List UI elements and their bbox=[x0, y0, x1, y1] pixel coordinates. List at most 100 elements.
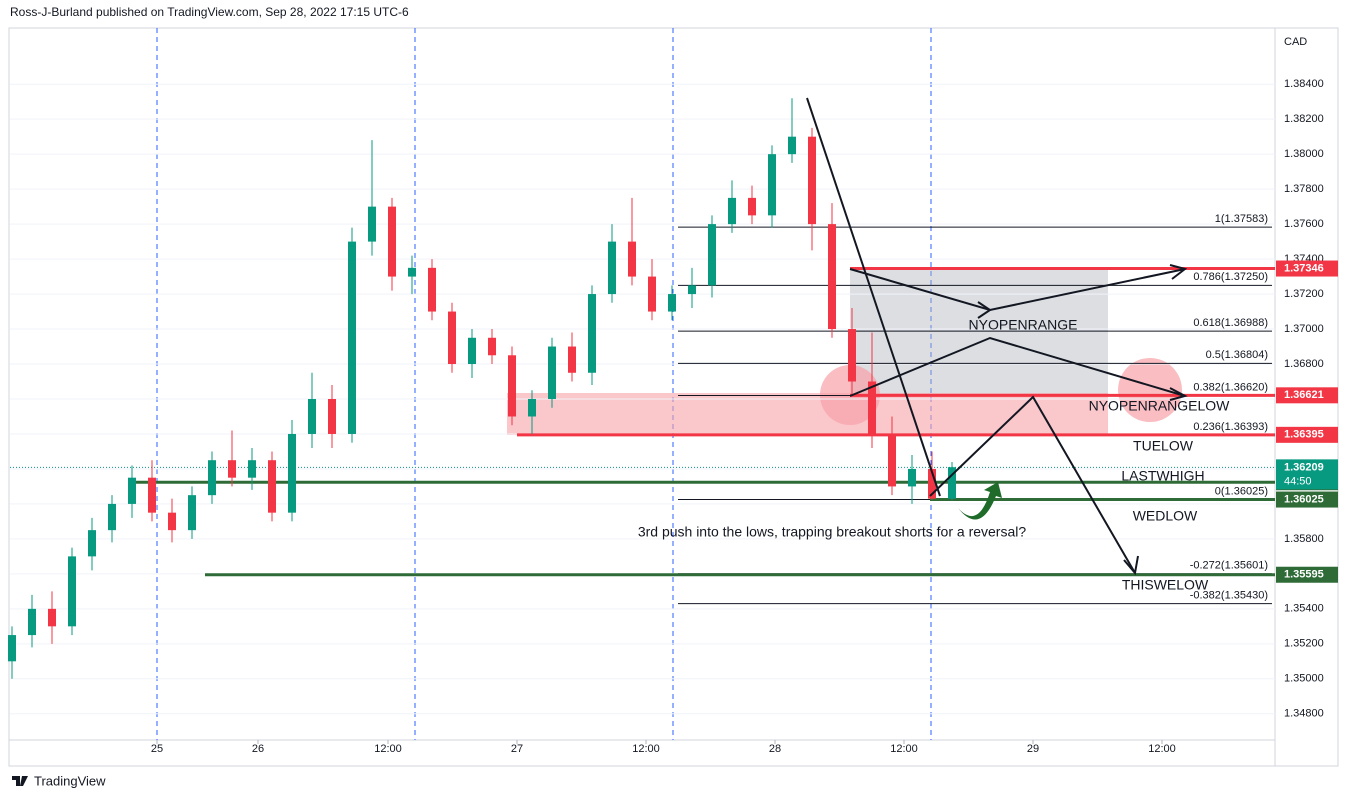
candle-body bbox=[808, 136, 816, 225]
candle-body bbox=[708, 224, 716, 286]
candle-body bbox=[828, 224, 836, 330]
price-label: 1.37346 bbox=[1284, 262, 1324, 274]
y-tick-label: 1.36800 bbox=[1284, 358, 1324, 370]
session-separators bbox=[156, 28, 932, 740]
fib-label: 0(1.36025) bbox=[1215, 485, 1268, 497]
x-tick-label: 28 bbox=[769, 743, 781, 755]
y-tick-label: 1.37200 bbox=[1284, 288, 1324, 300]
x-tick-label: 12:00 bbox=[890, 743, 918, 755]
candle-body bbox=[848, 329, 856, 382]
candle-body bbox=[688, 285, 696, 295]
fib-label: 0.236(1.36393) bbox=[1193, 421, 1268, 433]
x-tick-label: 27 bbox=[511, 743, 523, 755]
price-label: 1.36395 bbox=[1284, 429, 1324, 441]
candle-body bbox=[568, 346, 576, 373]
candle-body bbox=[908, 468, 916, 487]
y-tick-label: 1.38000 bbox=[1284, 148, 1324, 160]
arrowhead bbox=[1169, 387, 1188, 401]
annotation: WEDLOW bbox=[1133, 508, 1198, 524]
footer: TradingView bbox=[34, 773, 106, 788]
annotation: THISWELOW bbox=[1122, 577, 1209, 593]
fib-label: 0.786(1.37250) bbox=[1193, 271, 1268, 283]
x-tick-label: 12:00 bbox=[632, 743, 660, 755]
candle-body bbox=[648, 276, 656, 312]
y-tick-label: 1.35200 bbox=[1284, 638, 1324, 650]
candle-body bbox=[168, 512, 176, 531]
candle-body bbox=[68, 556, 76, 627]
price-label-box bbox=[1276, 260, 1338, 277]
candle-body bbox=[8, 635, 16, 662]
candle-body bbox=[448, 311, 456, 365]
candle-body bbox=[148, 477, 156, 513]
candle-body bbox=[668, 294, 676, 312]
candle-body bbox=[748, 197, 756, 216]
price-label-box bbox=[1276, 387, 1338, 404]
candle-body bbox=[488, 337, 496, 356]
x-tick-label: 29 bbox=[1027, 743, 1039, 755]
candle-body bbox=[868, 381, 876, 434]
candle-body bbox=[528, 398, 536, 417]
candle-body bbox=[788, 136, 796, 155]
price-label-box bbox=[1276, 566, 1338, 583]
candle-body bbox=[28, 608, 36, 636]
y-tick-label: 1.34800 bbox=[1284, 708, 1324, 720]
y-tick-label: 1.37000 bbox=[1284, 323, 1324, 335]
candle-body bbox=[368, 206, 376, 242]
fib-label: 0.382(1.36620) bbox=[1193, 381, 1268, 393]
candle-body bbox=[728, 197, 736, 225]
y-tick-label: 1.35000 bbox=[1284, 673, 1324, 685]
candle-body bbox=[328, 398, 336, 434]
y-tick-label: 1.35400 bbox=[1284, 603, 1324, 615]
arrowhead bbox=[1169, 264, 1188, 280]
arrow-path bbox=[929, 395, 1136, 574]
fib-label: -0.382(1.35430) bbox=[1190, 590, 1268, 602]
y-tick-label: 1.38200 bbox=[1284, 113, 1324, 125]
candle-body bbox=[628, 241, 636, 277]
y-tick-label: 1.35800 bbox=[1284, 533, 1324, 545]
fib-label: 0.618(1.36988) bbox=[1193, 317, 1268, 329]
candle-body bbox=[228, 460, 236, 478]
arrow-path bbox=[849, 336, 1186, 397]
annotation: NYOPENRANGE bbox=[969, 317, 1078, 333]
candle-body bbox=[308, 398, 316, 434]
annotation: 3rd push into the lows, trapping breakou… bbox=[638, 524, 1027, 540]
currency: CAD bbox=[1284, 36, 1307, 48]
annotation: TUELOW bbox=[1133, 438, 1194, 454]
candle-body bbox=[888, 433, 896, 487]
price-label: 1.36025 bbox=[1284, 493, 1324, 505]
x-tick-label: 26 bbox=[252, 743, 264, 755]
annotation: LASTWHIGH bbox=[1121, 468, 1204, 484]
range-box bbox=[850, 269, 1108, 396]
arrowhead bbox=[977, 301, 992, 319]
price-label-box bbox=[1276, 426, 1338, 443]
y-tick-label: 1.37800 bbox=[1284, 183, 1324, 195]
annotation: NYOPENRANGELOW bbox=[1089, 398, 1231, 414]
reversal-arrow bbox=[958, 482, 1002, 520]
candle-body bbox=[348, 241, 356, 434]
price-label: 1.35595 bbox=[1284, 569, 1324, 581]
header: Ross-J-Burland published on TradingView.… bbox=[10, 5, 409, 19]
candle-body bbox=[508, 355, 516, 417]
candle-body bbox=[128, 477, 136, 504]
countdown: 44:50 bbox=[1284, 475, 1312, 487]
candle-body bbox=[588, 294, 596, 373]
price-label: 1.36621 bbox=[1284, 389, 1324, 401]
x-tick-label: 25 bbox=[151, 743, 163, 755]
fib-label: 0.5(1.36804) bbox=[1206, 349, 1268, 361]
drawings bbox=[806, 97, 1188, 576]
candle-body bbox=[108, 503, 116, 531]
fib-label: -0.272(1.35601) bbox=[1190, 560, 1268, 572]
candle-body bbox=[608, 241, 616, 295]
candle-body bbox=[288, 433, 296, 513]
candle-body bbox=[768, 154, 776, 216]
candle-body bbox=[548, 346, 556, 399]
y-tick-label: 1.37600 bbox=[1284, 218, 1324, 230]
highlight-circle bbox=[1118, 358, 1182, 422]
candle-body bbox=[88, 530, 96, 557]
candle-body bbox=[188, 495, 196, 531]
candle-body bbox=[388, 206, 396, 277]
candle-body bbox=[408, 267, 416, 277]
candle-body bbox=[268, 460, 276, 513]
x-tick-label: 12:00 bbox=[374, 743, 402, 755]
